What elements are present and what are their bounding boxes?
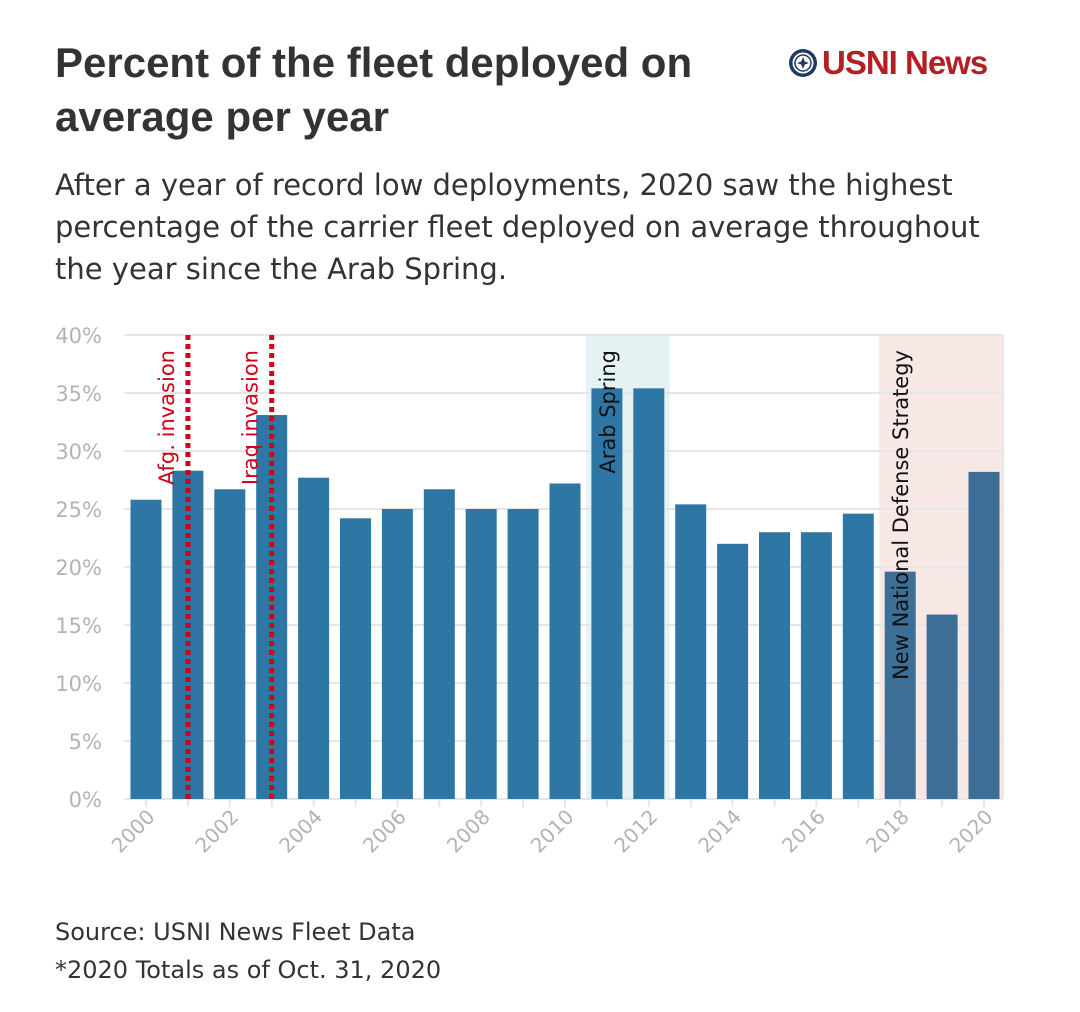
usni-news-logo: USNI News	[788, 44, 988, 82]
bar	[675, 504, 707, 799]
nds-label: New National Defense Strategy	[889, 350, 913, 680]
y-tick-label: 10%	[55, 672, 102, 696]
usni-seal-icon	[789, 49, 817, 77]
bar	[633, 388, 665, 799]
bar	[130, 499, 162, 799]
y-tick-label: 0%	[69, 788, 102, 812]
bar-chart: 0% 5% 10% 15% 20% 25% 30% 35% 40% Afg. invasion Ir…	[55, 324, 1004, 858]
x-tick-label: 2000	[107, 805, 160, 858]
bar	[381, 509, 413, 799]
bar	[298, 477, 330, 799]
source-note: Source: USNI News Fleet Data	[55, 918, 416, 946]
chart-title: Percent of the fleet deployed on average…	[55, 39, 693, 140]
event-label: Iraq invasion	[239, 350, 263, 485]
date-note: *2020 Totals as of Oct. 31, 2020	[55, 956, 442, 984]
x-tick-label: 2016	[777, 805, 830, 858]
bar	[549, 483, 581, 799]
y-tick-label: 15%	[55, 614, 102, 638]
chart-footer: Source: USNI News Fleet Data *2020 Total…	[55, 913, 441, 989]
bar	[465, 509, 497, 799]
x-tick-label: 2020	[945, 805, 998, 858]
y-tick-label: 5%	[69, 730, 102, 754]
bar	[759, 532, 790, 799]
y-tick-label: 35%	[55, 382, 102, 406]
x-tick-label: 2002	[190, 805, 243, 858]
y-tick-label: 40%	[55, 324, 102, 348]
x-tick-label: 2010	[526, 805, 579, 858]
y-tick-label: 25%	[55, 498, 102, 522]
chart-subtitle: After a year of record low deployments, …	[55, 168, 980, 286]
logo-text: USNI News	[822, 44, 988, 81]
x-tick-label: 2018	[861, 805, 914, 858]
bar	[717, 543, 749, 799]
x-tick-label: 2014	[693, 805, 746, 858]
event-label: Afg. invasion	[155, 350, 179, 485]
bar	[214, 489, 246, 799]
x-tick-label: 2008	[442, 805, 495, 858]
bar	[591, 388, 623, 799]
x-tick-label: 2006	[358, 805, 411, 858]
x-tick-label: 2004	[274, 805, 327, 858]
bar	[926, 614, 958, 799]
y-tick-label: 30%	[55, 440, 102, 464]
arab-spring-label: Arab Spring	[596, 350, 620, 474]
bar	[800, 532, 832, 799]
bar	[884, 571, 916, 799]
bar	[842, 513, 874, 799]
bar	[507, 509, 539, 799]
bar	[340, 518, 371, 799]
y-tick-label: 20%	[55, 556, 102, 580]
bar	[423, 489, 455, 799]
x-tick-label: 2012	[609, 805, 662, 858]
bar	[968, 471, 1000, 799]
